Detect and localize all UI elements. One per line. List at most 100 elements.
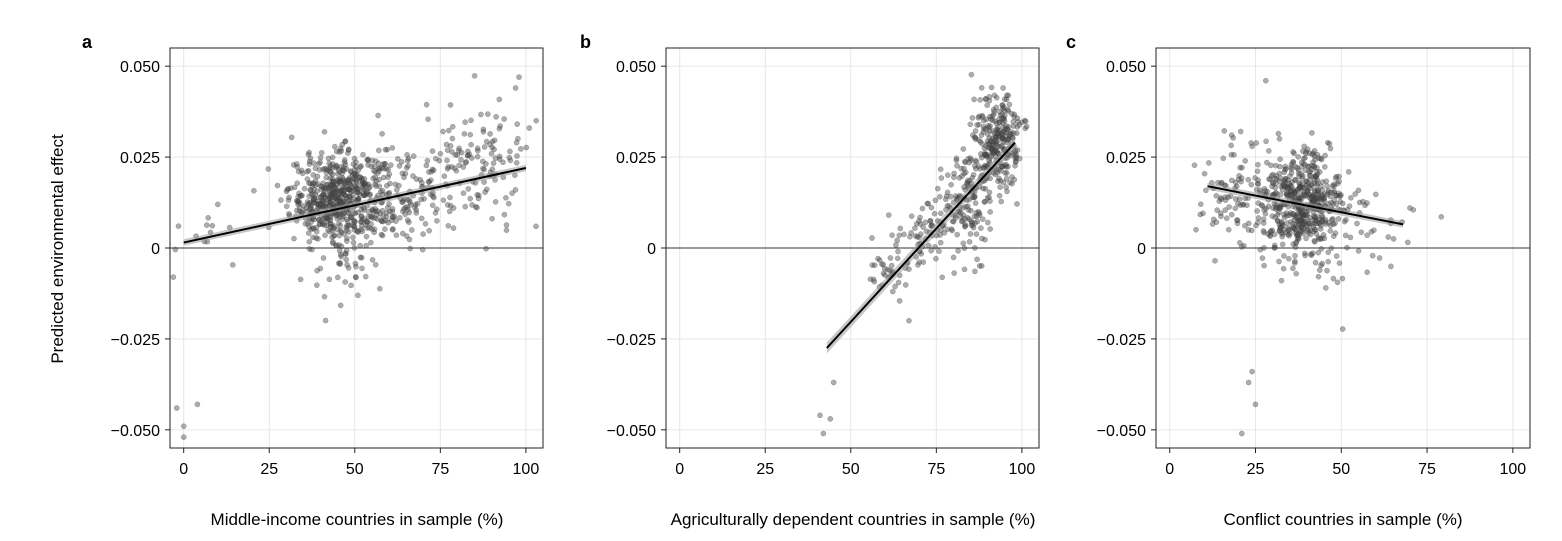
data-point: [1368, 228, 1375, 235]
data-point: [329, 175, 336, 182]
data-point: [376, 176, 382, 183]
data-point: [337, 199, 344, 206]
data-point: [1290, 241, 1297, 247]
data-point: [375, 170, 381, 176]
data-point: [357, 164, 364, 170]
data-point: [336, 247, 343, 254]
data-point: [327, 214, 334, 221]
data-point: [1314, 151, 1321, 158]
data-point: [314, 198, 321, 205]
data-point: [329, 164, 336, 171]
data-point: [350, 222, 356, 228]
data-point: [1297, 184, 1303, 191]
x-axis-title: Agriculturally dependent countries in sa…: [671, 510, 1036, 529]
data-point: [512, 85, 519, 91]
data-point: [1300, 218, 1307, 225]
data-point: [1314, 180, 1321, 186]
data-point: [1334, 279, 1341, 286]
data-point: [869, 235, 875, 241]
data-point: [1285, 255, 1292, 262]
data-point: [972, 200, 979, 206]
data-point: [1290, 225, 1297, 231]
data-point: [961, 184, 967, 190]
data-point: [1254, 168, 1261, 175]
data-point: [1309, 221, 1315, 227]
data-point: [1324, 139, 1331, 146]
data-point: [1299, 148, 1306, 154]
data-point: [341, 167, 347, 174]
data-point: [1333, 201, 1340, 207]
data-point: [340, 190, 347, 197]
data-point: [483, 186, 490, 193]
data-point: [458, 149, 465, 156]
data-point: [1305, 191, 1312, 198]
data-point: [436, 157, 443, 164]
data-point: [205, 214, 212, 221]
data-point: [340, 167, 346, 173]
data-point: [1279, 231, 1286, 237]
data-point: [322, 232, 328, 239]
data-point: [1295, 170, 1302, 177]
data-point: [382, 226, 388, 232]
data-point: [315, 202, 322, 209]
data-point: [368, 226, 375, 232]
data-point: [490, 160, 497, 167]
data-point: [351, 245, 358, 251]
data-point: [1009, 174, 1015, 180]
data-point: [1294, 236, 1301, 242]
data-point: [355, 167, 362, 174]
data-point: [1277, 203, 1283, 210]
data-point: [1306, 220, 1313, 227]
data-point: [1303, 235, 1309, 242]
data-point: [513, 159, 520, 166]
data-point: [1298, 163, 1305, 170]
data-point: [916, 259, 923, 266]
data-point: [379, 187, 386, 194]
data-point: [471, 72, 478, 79]
panel-c: 0 25 50 75 100−0.050−0.02500.0250.050Conflic…: [1066, 32, 1531, 529]
data-point: [982, 150, 988, 156]
data-point: [1289, 211, 1296, 217]
data-point: [986, 189, 993, 196]
data-point: [372, 215, 378, 221]
data-point: [351, 175, 358, 182]
data-point: [1218, 180, 1225, 187]
data-point: [925, 200, 932, 207]
data-point: [413, 210, 420, 216]
data-point: [1311, 195, 1318, 202]
data-point: [312, 182, 319, 189]
data-point: [981, 145, 988, 152]
data-point: [407, 245, 414, 252]
data-point: [355, 227, 361, 234]
data-point: [1311, 213, 1317, 220]
x-tick-label: 75: [927, 461, 945, 478]
data-point: [350, 191, 357, 198]
data-point: [939, 274, 946, 281]
data-point: [1301, 220, 1308, 227]
data-point: [1292, 176, 1299, 183]
data-point: [999, 134, 1006, 140]
data-point: [368, 213, 374, 220]
data-point: [1329, 216, 1335, 223]
data-point: [336, 242, 342, 248]
data-point: [429, 202, 436, 209]
data-point: [194, 401, 201, 408]
data-point: [1005, 92, 1012, 99]
data-point: [1277, 156, 1283, 163]
data-point: [1331, 183, 1337, 190]
data-point: [1312, 220, 1318, 227]
data-point: [1315, 190, 1321, 197]
data-point: [328, 191, 335, 198]
data-point: [418, 196, 425, 203]
data-point: [1293, 163, 1299, 170]
data-point: [1301, 250, 1308, 257]
data-point: [1335, 190, 1342, 197]
data-point: [971, 194, 978, 201]
data-point: [989, 117, 996, 124]
data-point: [376, 168, 382, 174]
data-point: [889, 288, 896, 295]
data-point: [1339, 200, 1346, 207]
data-point: [462, 159, 469, 166]
data-point: [1282, 175, 1289, 182]
data-point: [318, 149, 325, 156]
